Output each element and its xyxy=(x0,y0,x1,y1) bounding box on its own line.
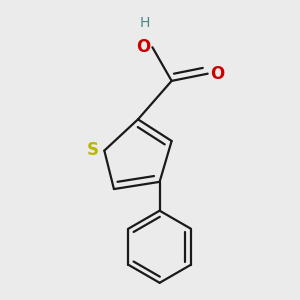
Text: O: O xyxy=(210,65,224,83)
Text: H: H xyxy=(140,16,150,30)
Text: S: S xyxy=(86,141,98,159)
Text: O: O xyxy=(136,38,150,56)
